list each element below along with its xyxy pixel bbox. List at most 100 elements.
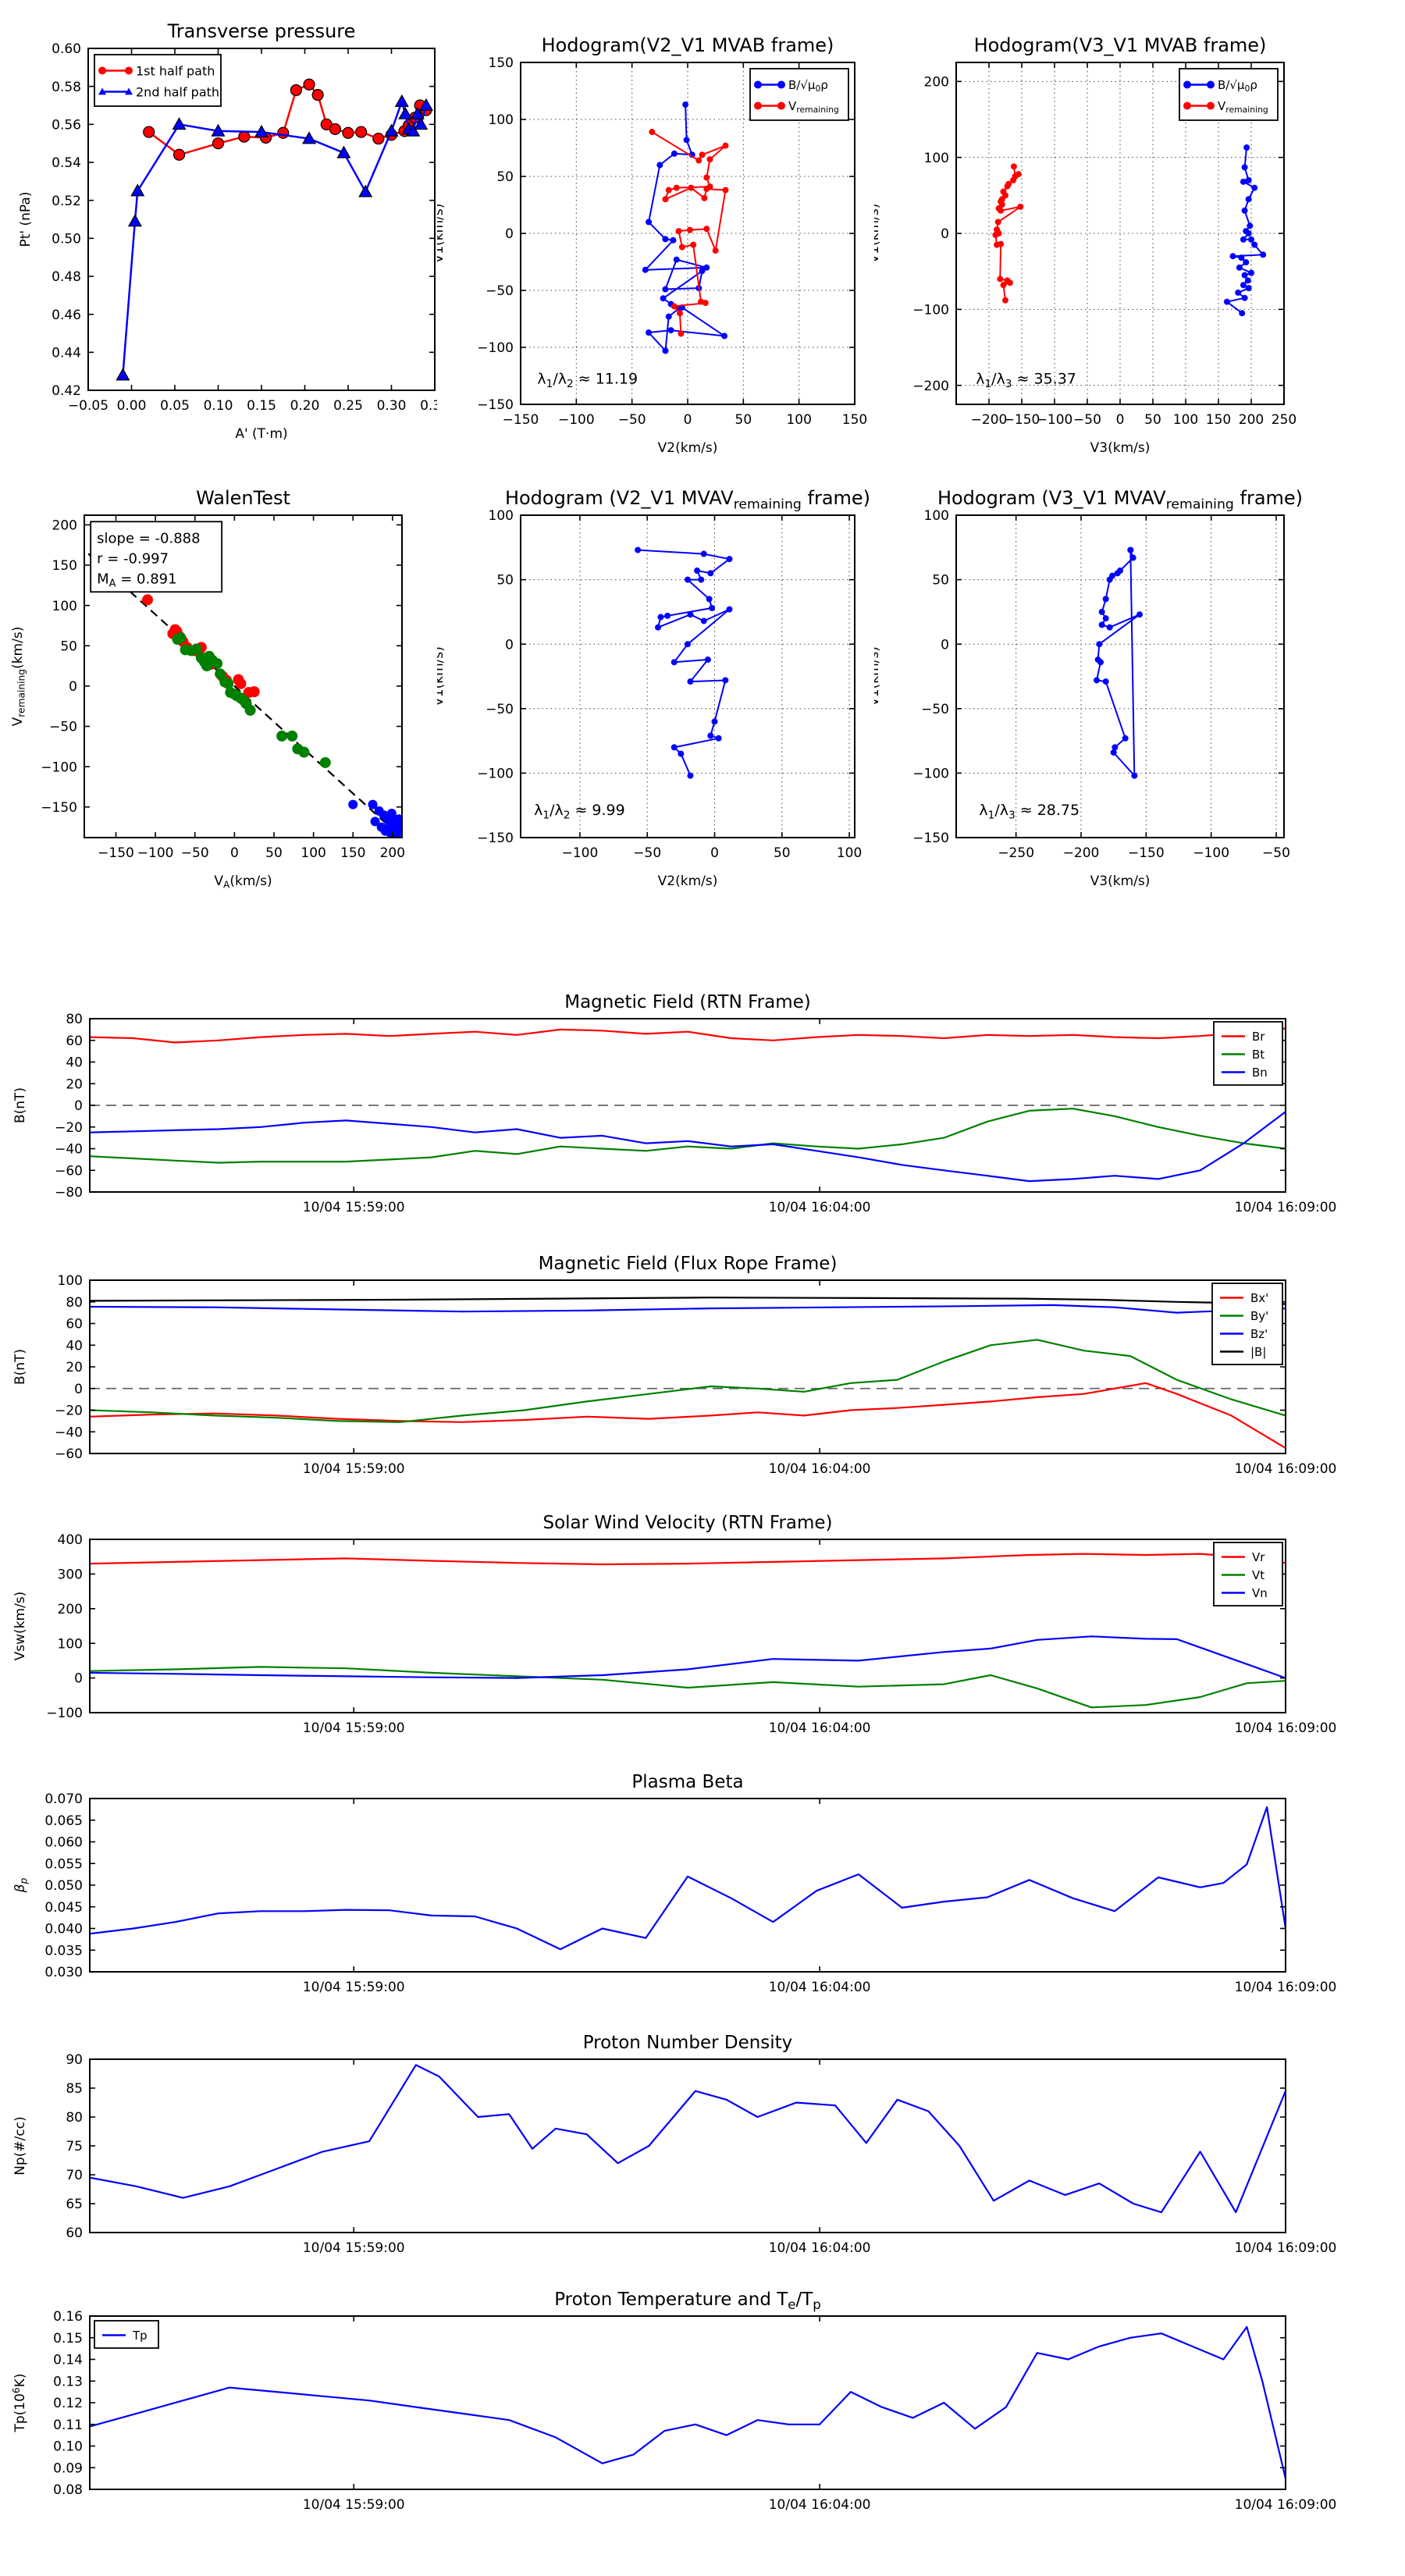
- svg-text:Hodogram (V2_V1 MVAVremaining: Hodogram (V2_V1 MVAVremaining frame): [505, 487, 870, 512]
- svg-text:50: 50: [1144, 412, 1161, 428]
- svg-text:0: 0: [505, 637, 514, 653]
- svg-text:Hodogram (V3_V1 MVAVremaining: Hodogram (V3_V1 MVAVremaining frame): [937, 487, 1303, 512]
- svg-text:0.09: 0.09: [53, 2460, 83, 2476]
- svg-text:90: 90: [66, 2052, 83, 2068]
- svg-text:V2(km/s): V2(km/s): [658, 440, 718, 456]
- svg-text:0.35: 0.35: [420, 398, 437, 414]
- svg-text:−150: −150: [1004, 412, 1040, 428]
- svg-text:0.00: 0.00: [117, 398, 147, 414]
- svg-text:10/04 15:59:00: 10/04 15:59:00: [303, 1200, 405, 1215]
- svg-text:B(nT): B(nT): [12, 1349, 28, 1385]
- svg-text:10/04 16:09:00: 10/04 16:09:00: [1235, 2497, 1337, 2513]
- svg-text:0.58: 0.58: [52, 80, 81, 95]
- chart-svg-proton-number-density: 10/04 15:59:00 10/04 16:04:00 10/04 16:09:…: [12, 2033, 1336, 2256]
- svg-text:0.60: 0.60: [52, 41, 81, 57]
- svg-text:80: 80: [66, 2110, 83, 2126]
- svg-text:0.12: 0.12: [53, 2396, 83, 2411]
- svg-text:−100: −100: [477, 767, 514, 782]
- svg-text:−100: −100: [137, 845, 174, 861]
- svg-text:10/04 15:59:00: 10/04 15:59:00: [303, 2497, 405, 2513]
- svg-text:10/04 15:59:00: 10/04 15:59:00: [303, 2240, 405, 2256]
- svg-text:10/04 16:09:00: 10/04 16:09:00: [1235, 1461, 1337, 1477]
- svg-text:−50: −50: [633, 845, 661, 861]
- svg-text:100: 100: [786, 412, 811, 428]
- svg-text:Vremaining(km/s): Vremaining(km/s): [10, 627, 27, 727]
- svg-text:0.54: 0.54: [52, 155, 81, 171]
- svg-text:−150: −150: [912, 831, 949, 846]
- svg-text:WalenTest: WalenTest: [196, 487, 290, 509]
- svg-text:10/04 16:04:00: 10/04 16:04:00: [769, 1980, 871, 1995]
- svg-text:Solar Wind Velocity (RTN Frame: Solar Wind Velocity (RTN Frame): [542, 1513, 832, 1533]
- svg-text:70: 70: [66, 2168, 83, 2183]
- panel-magnetic-field-rtn: 10/04 15:59:00 10/04 16:04:00 10/04 16:09:…: [0, 980, 1405, 1241]
- svg-text:40: 40: [66, 1338, 83, 1354]
- svg-text:−50: −50: [486, 283, 514, 299]
- svg-text:Magnetic Field (RTN Frame): Magnetic Field (RTN Frame): [564, 992, 811, 1012]
- svg-text:0.050: 0.050: [44, 1878, 83, 1894]
- svg-text:−100: −100: [558, 412, 595, 428]
- svg-text:0.50: 0.50: [52, 231, 81, 247]
- svg-text:−200: −200: [971, 412, 1008, 428]
- svg-text:85: 85: [66, 2081, 83, 2097]
- svg-text:−100: −100: [46, 1706, 83, 1721]
- svg-text:0.15: 0.15: [247, 398, 276, 414]
- svg-text:0.11: 0.11: [53, 2418, 83, 2433]
- svg-text:V3(km/s): V3(km/s): [1090, 440, 1151, 456]
- svg-text:Tp: Tp: [132, 2329, 148, 2343]
- svg-text:V1(km/s): V1(km/s): [874, 646, 882, 706]
- svg-text:0.035: 0.035: [44, 1943, 83, 1959]
- svg-text:Vt: Vt: [1252, 1568, 1264, 1582]
- svg-text:100: 100: [52, 599, 77, 614]
- svg-text:10/04 16:04:00: 10/04 16:04:00: [769, 1720, 871, 1736]
- svg-text:−40: −40: [55, 1425, 83, 1440]
- plot-walen-test: −150 −100 −50 0 50 100 150 200 −150 −100 −50 0 50 100…: [0, 467, 437, 900]
- svg-text:B/√μ0ρ: B/√μ0ρ: [788, 78, 828, 94]
- svg-text:200: 200: [58, 1602, 83, 1617]
- svg-text:0.15: 0.15: [53, 2331, 83, 2347]
- svg-text:100: 100: [837, 845, 862, 861]
- svg-text:−50: −50: [181, 845, 209, 861]
- svg-text:80: 80: [66, 1295, 83, 1311]
- svg-text:0.060: 0.060: [44, 1835, 83, 1851]
- svg-text:Bt: Bt: [1252, 1048, 1264, 1062]
- svg-text:−50: −50: [49, 720, 77, 735]
- svg-text:−0.05: −0.05: [68, 398, 108, 414]
- svg-text:10/04 16:04:00: 10/04 16:04:00: [769, 2240, 871, 2256]
- svg-text:−80: −80: [55, 1185, 83, 1201]
- svg-text:−200: −200: [912, 379, 949, 394]
- svg-text:B/√μ0ρ: B/√μ0ρ: [1218, 78, 1257, 94]
- svg-text:300: 300: [58, 1567, 83, 1583]
- svg-text:Vremaining: Vremaining: [788, 99, 839, 115]
- plot-hodogram-v2v1-mvav: −100 −50 0 50 100 −150 −100 −50 0 50 100 Hodogram (…: [437, 467, 874, 900]
- svg-text:Magnetic Field (Flux Rope Fram: Magnetic Field (Flux Rope Frame): [539, 1254, 838, 1274]
- svg-text:20: 20: [66, 1360, 83, 1375]
- svg-text:200: 200: [1239, 412, 1264, 428]
- svg-text:0.040: 0.040: [44, 1922, 83, 1937]
- svg-text:Hodogram(V2_V1 MVAB frame): Hodogram(V2_V1 MVAB frame): [542, 34, 834, 56]
- svg-text:λ1/λ2 ≈ 9.99: λ1/λ2 ≈ 9.99: [534, 802, 625, 821]
- svg-text:0: 0: [684, 412, 692, 428]
- svg-text:−150: −150: [503, 412, 539, 428]
- svg-text:10/04 16:09:00: 10/04 16:09:00: [1235, 1200, 1337, 1215]
- svg-text:0: 0: [505, 226, 514, 242]
- svg-text:Vr: Vr: [1252, 1550, 1265, 1564]
- svg-text:0: 0: [941, 226, 949, 242]
- svg-text:λ1/λ2 ≈ 11.19: λ1/λ2 ≈ 11.19: [537, 371, 638, 390]
- svg-text:0: 0: [230, 845, 239, 861]
- svg-text:0.13: 0.13: [53, 2374, 83, 2389]
- svg-text:50: 50: [496, 169, 514, 185]
- chart-svg-plasma-beta: 10/04 15:59:00 10/04 16:04:00 10/04 16:09:…: [12, 1772, 1336, 1995]
- svg-text:200: 200: [52, 518, 77, 534]
- svg-text:100: 100: [489, 508, 514, 524]
- svg-text:400: 400: [58, 1532, 83, 1548]
- svg-text:10/04 16:04:00: 10/04 16:04:00: [769, 1461, 871, 1477]
- svg-text:0.25: 0.25: [333, 398, 363, 414]
- svg-text:0: 0: [1116, 412, 1125, 428]
- svg-text:−200: −200: [1063, 845, 1100, 861]
- chart-svg-hodogram-v3v1-mvav: −250 −200 −150 −100 −50 −150 −100 −50 0 50 100Hodo…: [874, 487, 1303, 889]
- svg-text:0: 0: [74, 1098, 83, 1114]
- svg-text:100: 100: [1173, 412, 1198, 428]
- svg-text:0.065: 0.065: [44, 1813, 83, 1829]
